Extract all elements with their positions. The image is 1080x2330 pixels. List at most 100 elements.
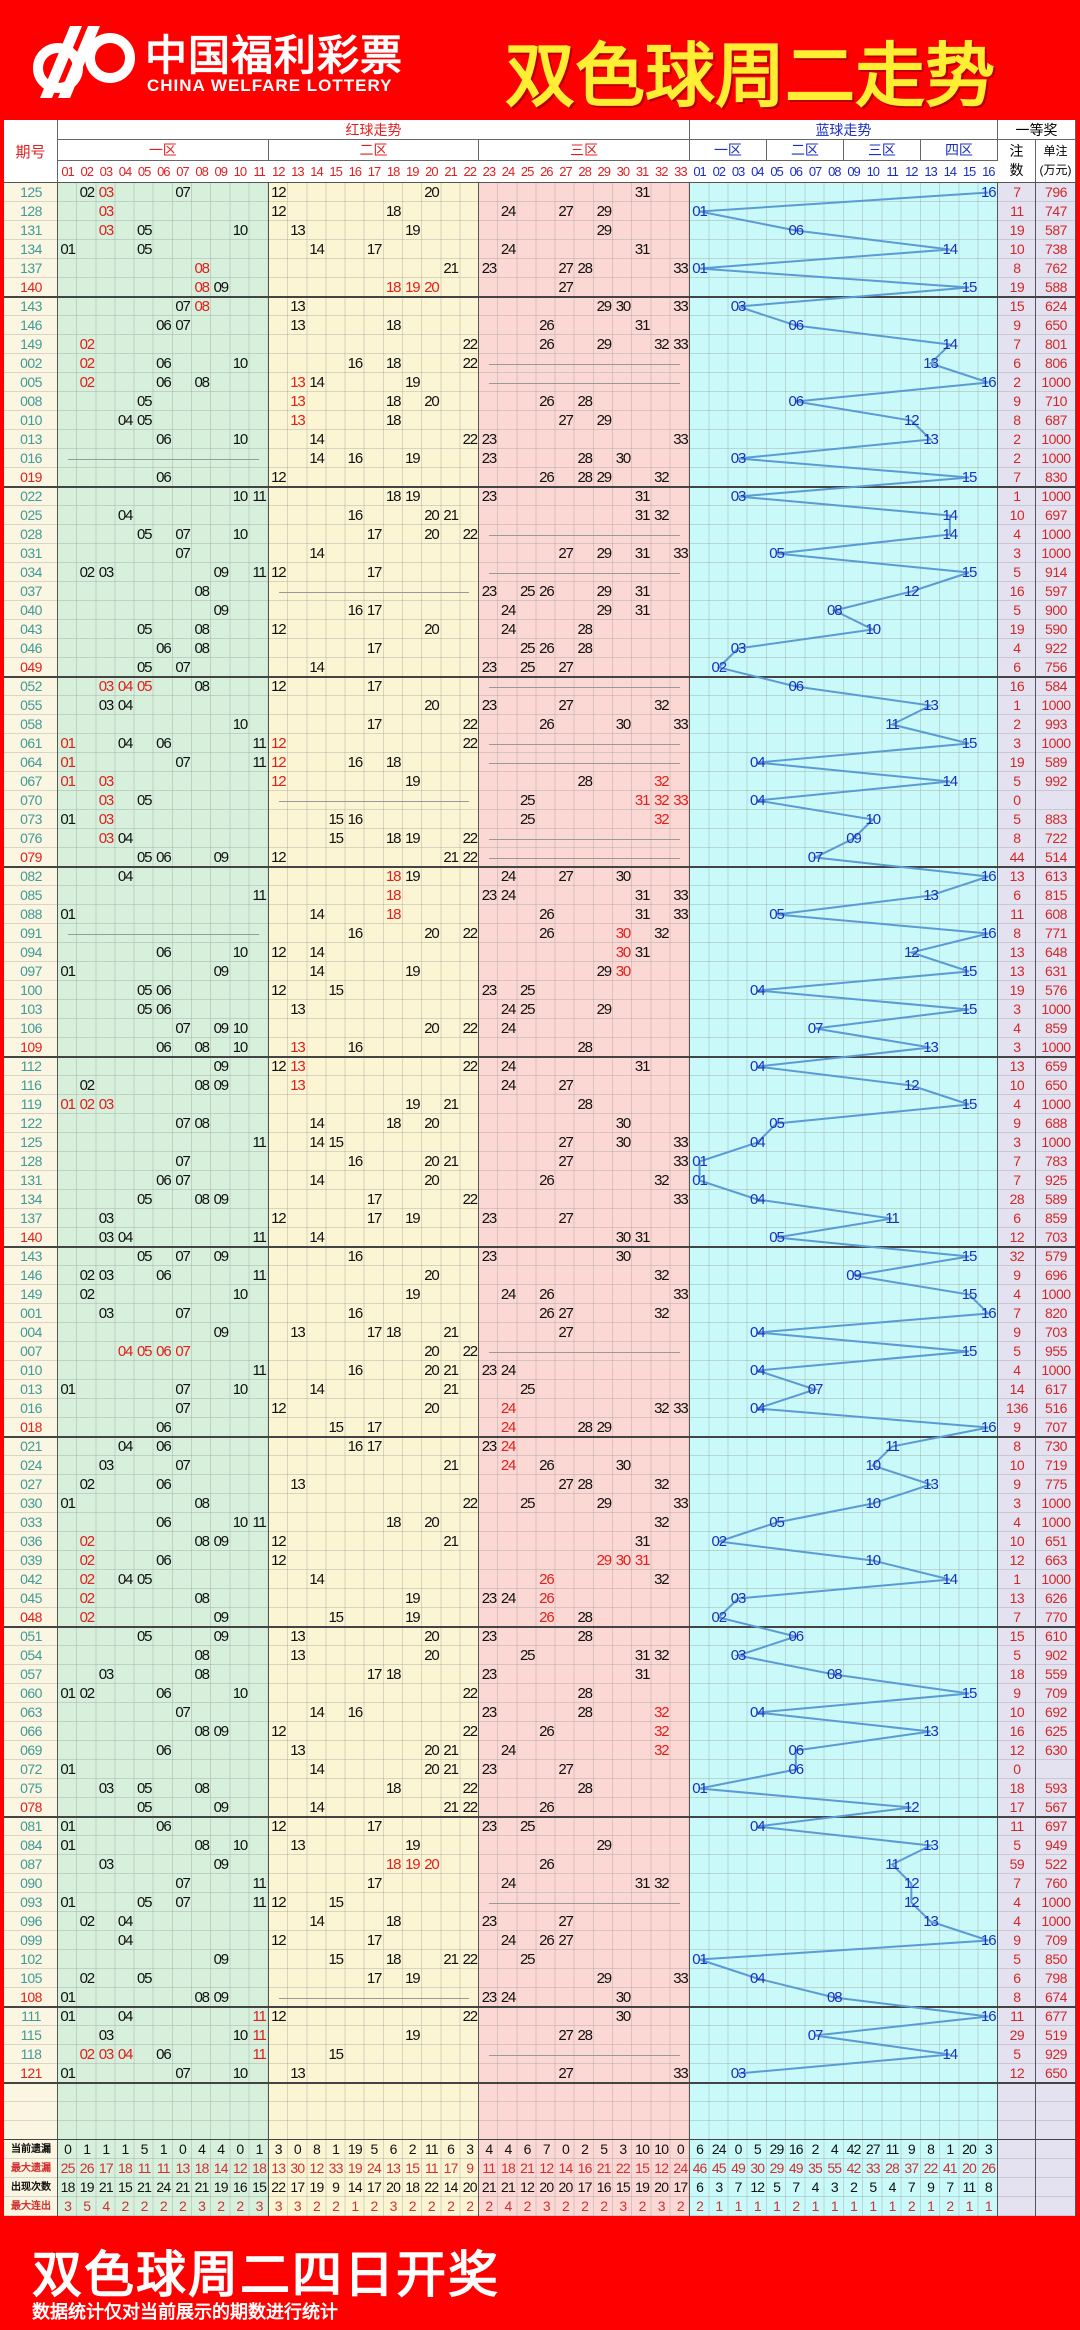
red-ball-number: 03 <box>98 1780 115 1797</box>
blue-ball-number: 14 <box>942 773 958 790</box>
red-ball-number: 28 <box>577 450 593 467</box>
period-label: 118 <box>20 2046 42 2062</box>
group-divider <box>4 486 1076 488</box>
prize-amount: 756 <box>1045 659 1067 675</box>
red-ball-number: 13 <box>290 1476 306 1493</box>
stats-red-value: 17 <box>290 2179 305 2195</box>
red-ball-number: 01 <box>60 1837 76 1854</box>
period-label: 013 <box>20 1381 42 1397</box>
red-ball-number: 24 <box>500 1400 517 1417</box>
blue-ball-number: 02 <box>711 659 727 676</box>
red-ball-number: 04 <box>117 412 134 429</box>
empty-zone-dash <box>489 839 680 840</box>
blue-ball-number: 15 <box>961 1286 978 1303</box>
prize-amount: 648 <box>1045 944 1067 960</box>
period-label: 018 <box>20 1419 42 1435</box>
red-ball-number: 31 <box>634 184 651 201</box>
red-ball-number: 29 <box>596 583 613 600</box>
stats-red-value: 12 <box>232 2160 248 2176</box>
prize-amount: 902 <box>1045 1647 1067 1663</box>
red-ball-number: 20 <box>424 1742 440 1759</box>
red-ball-number: 24 <box>500 241 517 258</box>
empty-zone-dash <box>489 383 680 384</box>
red-ball-number: 12 <box>271 2008 287 2025</box>
red-ball-number: 09 <box>213 1533 230 1550</box>
red-ball-number: 21 <box>443 507 459 524</box>
red-ball-number: 12 <box>271 1533 287 1550</box>
red-ball-number: 12 <box>271 1058 287 1075</box>
red-ball-number: 23 <box>481 982 498 999</box>
period-label: 036 <box>20 1533 42 1549</box>
red-ball-number: 02 <box>79 2046 96 2063</box>
red-ball-number: 07 <box>175 1894 191 1911</box>
blue-ball-number: 09 <box>846 830 862 847</box>
blue-ball-number: 03 <box>730 488 747 505</box>
red-ball-number: 03 <box>98 564 115 581</box>
red-ball-number: 09 <box>213 963 230 980</box>
red-ball-number: 24 <box>500 602 517 619</box>
red-ball-number: 26 <box>539 1590 555 1607</box>
stats-red-value: 19 <box>347 2160 363 2176</box>
stats-red-value: 21 <box>98 2179 114 2195</box>
red-ball-number: 31 <box>634 488 651 505</box>
blue-ball-number: 04 <box>749 1134 766 1151</box>
red-ball-number: 24 <box>500 1742 517 1759</box>
period-label: 090 <box>20 1875 42 1891</box>
red-ball-number: 18 <box>385 1780 402 1797</box>
prize-amount: 1000 <box>1041 450 1071 466</box>
blue-ball-number: 16 <box>980 868 997 885</box>
red-ball-number: 04 <box>117 2008 134 2025</box>
stats-red-value: 20 <box>558 2179 573 2195</box>
winners-count: 3 <box>1013 1039 1021 1055</box>
red-ball-number: 24 <box>500 1020 517 1037</box>
period-label: 022 <box>20 488 42 504</box>
blue-ball-number: 15 <box>961 1343 978 1360</box>
red-ball-number: 11 <box>252 564 266 581</box>
red-ball-number: 01 <box>60 1685 76 1702</box>
stats-red-value: 7 <box>542 2141 551 2157</box>
stats-blue-value: 5 <box>773 2179 781 2195</box>
red-ball-number: 05 <box>137 1248 153 1265</box>
red-ball-number: 16 <box>347 1305 364 1322</box>
red-ball-number: 26 <box>539 1457 555 1474</box>
red-ball-number: 24 <box>500 1077 517 1094</box>
stats-blue-value: 2 <box>792 2198 800 2214</box>
winners-count: 3 <box>1013 1134 1021 1150</box>
red-ball-number: 32 <box>654 1476 670 1493</box>
prize-amount: 709 <box>1045 1685 1067 1701</box>
stats-red-value: 2 <box>140 2198 149 2214</box>
red-ball-number: 07 <box>175 317 191 334</box>
period-label: 093 <box>20 1894 42 1910</box>
stats-red-value: 22 <box>271 2179 286 2195</box>
stats-red-value: 21 <box>137 2179 152 2195</box>
winners-count: 10 <box>1009 1704 1025 1720</box>
stats-red-value: 2 <box>178 2198 187 2214</box>
stats-red-value: 12 <box>539 2160 554 2176</box>
red-number-header: 19 <box>406 164 419 179</box>
red-ball-number: 07 <box>175 298 191 315</box>
red-ball-number: 03 <box>98 678 115 695</box>
stats-red-value: 1 <box>332 2141 340 2157</box>
red-ball-number: 21 <box>443 1533 459 1550</box>
blue-ball-number: 02 <box>711 1609 727 1626</box>
stats-blue-value: 1 <box>715 2198 723 2214</box>
red-ball-number: 22 <box>462 336 479 353</box>
red-ball-number: 27 <box>558 1134 574 1151</box>
winners-count: 10 <box>1009 1533 1025 1549</box>
stats-red-value: 21 <box>175 2179 190 2195</box>
red-ball-number: 13 <box>290 1647 306 1664</box>
red-zone-1-area <box>58 183 269 2216</box>
stats-blue-value: 49 <box>731 2160 746 2176</box>
blue-ball-number: 14 <box>942 1571 958 1588</box>
stats-red-value: 11 <box>156 2160 171 2176</box>
prize-amount: 630 <box>1045 1742 1067 1758</box>
blue-ball-number: 07 <box>807 2027 824 2044</box>
period-label: 134 <box>20 241 42 257</box>
stats-blue-value: 7 <box>792 2179 800 2195</box>
blue-ball-number: 16 <box>980 1305 997 1322</box>
red-ball-number: 29 <box>596 602 613 619</box>
red-ball-number: 12 <box>271 564 287 581</box>
red-ball-number: 18 <box>385 203 402 220</box>
stats-red-value: 2 <box>523 2198 532 2214</box>
red-ball-number: 22 <box>462 735 479 752</box>
